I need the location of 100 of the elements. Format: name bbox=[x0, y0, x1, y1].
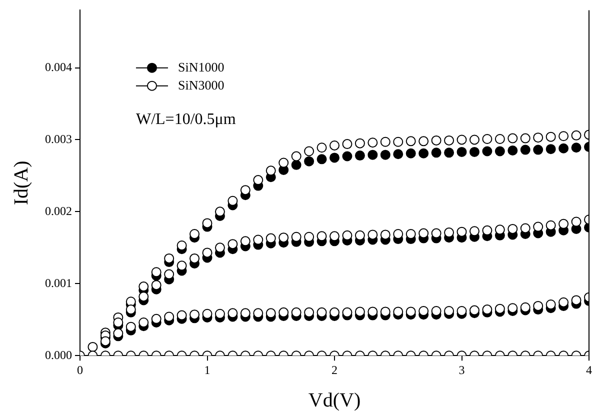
point bbox=[278, 232, 289, 243]
point bbox=[431, 135, 442, 146]
point bbox=[330, 140, 340, 150]
point bbox=[214, 206, 225, 217]
point bbox=[291, 232, 302, 242]
point bbox=[278, 307, 289, 318]
point bbox=[368, 138, 378, 148]
point bbox=[113, 318, 124, 328]
point bbox=[520, 144, 530, 155]
point bbox=[342, 230, 352, 240]
point bbox=[214, 242, 225, 253]
point bbox=[316, 307, 327, 318]
point bbox=[253, 234, 264, 245]
point bbox=[266, 308, 276, 318]
point bbox=[342, 307, 352, 318]
point bbox=[316, 154, 327, 164]
point bbox=[151, 314, 162, 324]
point bbox=[138, 282, 149, 292]
point bbox=[444, 306, 454, 316]
y-tick-label: 0.000 bbox=[45, 348, 72, 362]
point bbox=[469, 146, 480, 157]
point bbox=[418, 228, 429, 238]
point bbox=[456, 226, 467, 237]
point bbox=[494, 134, 505, 144]
point bbox=[240, 185, 250, 196]
point bbox=[431, 306, 442, 316]
point bbox=[240, 236, 250, 246]
x-tick-label: 2 bbox=[332, 362, 338, 377]
point bbox=[456, 146, 467, 157]
point bbox=[228, 308, 238, 318]
y-tick-label: 0.004 bbox=[45, 60, 72, 74]
point bbox=[406, 136, 416, 146]
point bbox=[546, 220, 556, 230]
point bbox=[266, 166, 276, 176]
point bbox=[456, 134, 467, 145]
point bbox=[278, 158, 289, 168]
point bbox=[354, 138, 365, 148]
point bbox=[380, 230, 390, 240]
x-tick-label: 0 bbox=[77, 362, 83, 377]
point bbox=[113, 328, 124, 338]
point bbox=[151, 280, 162, 290]
point bbox=[176, 310, 187, 320]
point bbox=[508, 303, 518, 314]
point bbox=[190, 253, 200, 264]
point bbox=[418, 148, 429, 158]
point bbox=[330, 152, 340, 163]
point bbox=[508, 146, 518, 156]
point bbox=[354, 150, 365, 161]
x-tick-label: 3 bbox=[458, 362, 465, 377]
point bbox=[482, 134, 492, 144]
point bbox=[291, 160, 302, 170]
annotation: W/L=10/0.5μm bbox=[136, 111, 236, 128]
point bbox=[482, 146, 492, 156]
point bbox=[558, 143, 569, 154]
point bbox=[354, 230, 365, 240]
point bbox=[291, 307, 302, 318]
point bbox=[202, 308, 212, 319]
point bbox=[456, 306, 467, 316]
point bbox=[164, 269, 174, 280]
point bbox=[508, 224, 518, 234]
point bbox=[546, 144, 556, 154]
legend-label: SiN1000 bbox=[178, 59, 224, 74]
point bbox=[304, 146, 314, 156]
point bbox=[228, 196, 238, 206]
point bbox=[214, 308, 225, 319]
legend-label: SiN3000 bbox=[178, 77, 224, 92]
point bbox=[469, 134, 480, 145]
point bbox=[469, 226, 480, 236]
point bbox=[228, 239, 238, 250]
point bbox=[368, 230, 378, 240]
point bbox=[380, 150, 390, 160]
point bbox=[380, 306, 390, 317]
y-axis-title: Id(A) bbox=[10, 160, 32, 206]
point bbox=[202, 218, 212, 228]
point bbox=[342, 151, 352, 162]
point bbox=[190, 228, 200, 239]
point bbox=[418, 306, 429, 316]
x-tick-label: 4 bbox=[586, 362, 592, 377]
point bbox=[393, 228, 404, 239]
point bbox=[406, 228, 416, 239]
point bbox=[571, 130, 582, 140]
point bbox=[533, 222, 544, 232]
point bbox=[482, 225, 492, 236]
point bbox=[304, 232, 314, 242]
point bbox=[494, 304, 505, 314]
point bbox=[533, 144, 544, 155]
point bbox=[176, 260, 187, 271]
point bbox=[520, 133, 530, 144]
x-tick-label: 1 bbox=[204, 362, 210, 377]
point bbox=[176, 240, 187, 251]
point bbox=[138, 318, 149, 328]
point bbox=[164, 253, 174, 264]
point bbox=[253, 175, 264, 186]
point bbox=[190, 310, 200, 320]
point bbox=[354, 306, 365, 317]
point bbox=[546, 132, 556, 142]
point bbox=[494, 224, 505, 235]
point bbox=[291, 151, 302, 162]
point bbox=[330, 307, 340, 318]
point bbox=[393, 136, 404, 147]
